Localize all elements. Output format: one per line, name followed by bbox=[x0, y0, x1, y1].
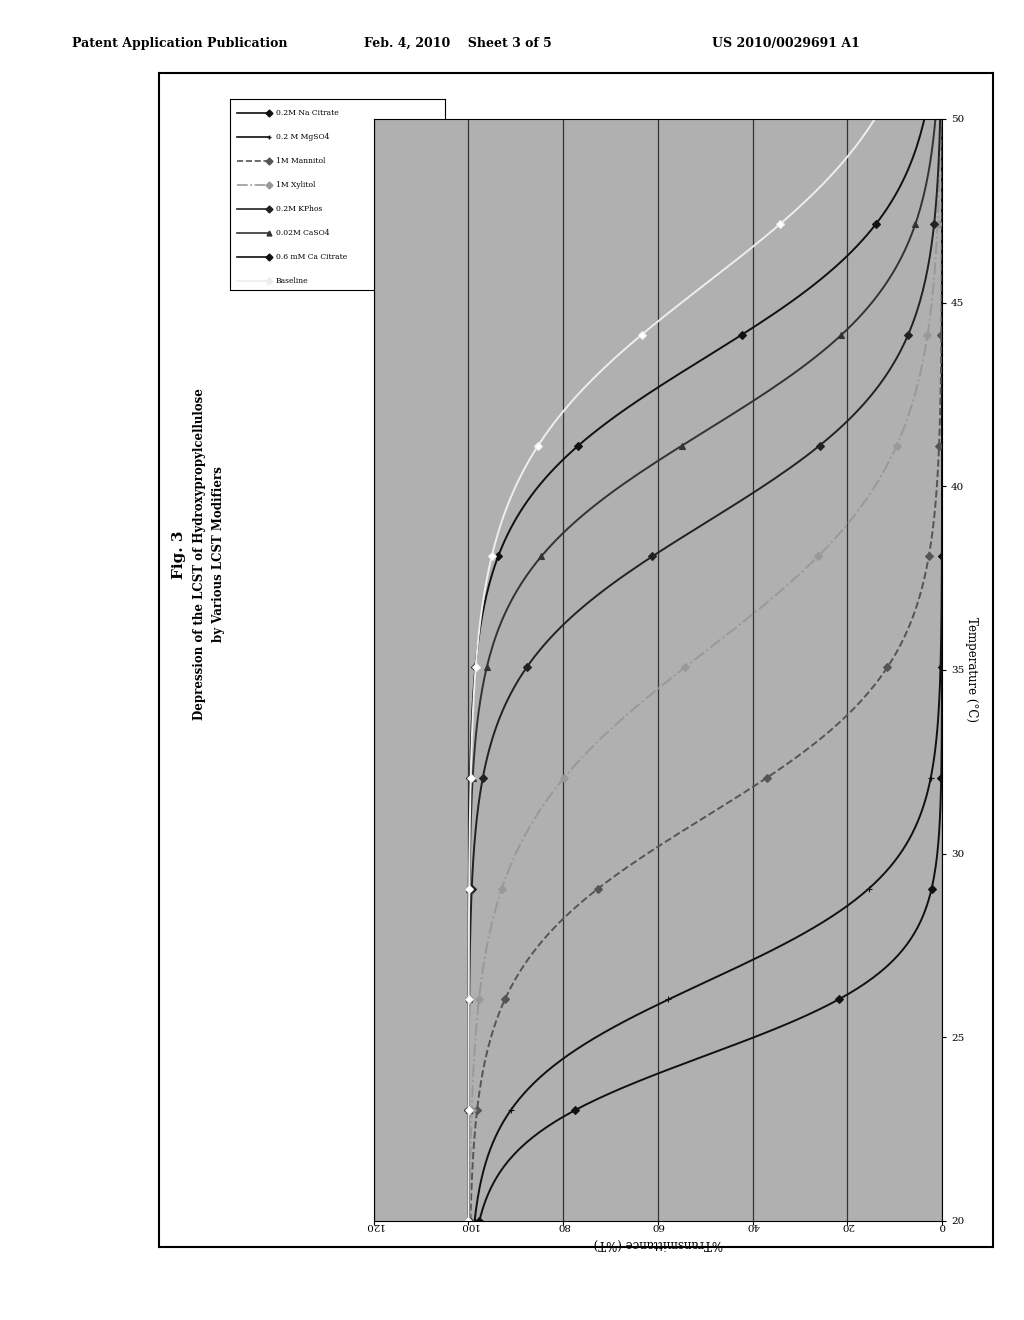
Text: Feb. 4, 2010    Sheet 3 of 5: Feb. 4, 2010 Sheet 3 of 5 bbox=[364, 37, 551, 50]
Text: 0.2M Na Citrate: 0.2M Na Citrate bbox=[275, 110, 338, 117]
Text: 0.02M CaSO4: 0.02M CaSO4 bbox=[275, 228, 329, 238]
Text: Patent Application Publication: Patent Application Publication bbox=[72, 37, 287, 50]
Text: 0.2 M MgSO4: 0.2 M MgSO4 bbox=[275, 133, 329, 141]
Text: Depression of the LCST of Hydroxypropylcellulose: Depression of the LCST of Hydroxypropylc… bbox=[194, 388, 206, 721]
Y-axis label: Temperature (°C): Temperature (°C) bbox=[966, 618, 978, 722]
Text: Fig. 3: Fig. 3 bbox=[172, 531, 186, 578]
Text: by Various LCST Modifiers: by Various LCST Modifiers bbox=[212, 466, 224, 643]
Text: 0.6 mM Ca Citrate: 0.6 mM Ca Citrate bbox=[275, 253, 347, 261]
Text: US 2010/0029691 A1: US 2010/0029691 A1 bbox=[712, 37, 859, 50]
Text: Baseline: Baseline bbox=[275, 277, 308, 285]
Text: 1M Xylitol: 1M Xylitol bbox=[275, 181, 315, 189]
X-axis label: %Transmittance (%T): %Transmittance (%T) bbox=[593, 1237, 723, 1250]
Text: 1M Mannitol: 1M Mannitol bbox=[275, 157, 325, 165]
Text: 0.2M KPhos: 0.2M KPhos bbox=[275, 205, 322, 213]
